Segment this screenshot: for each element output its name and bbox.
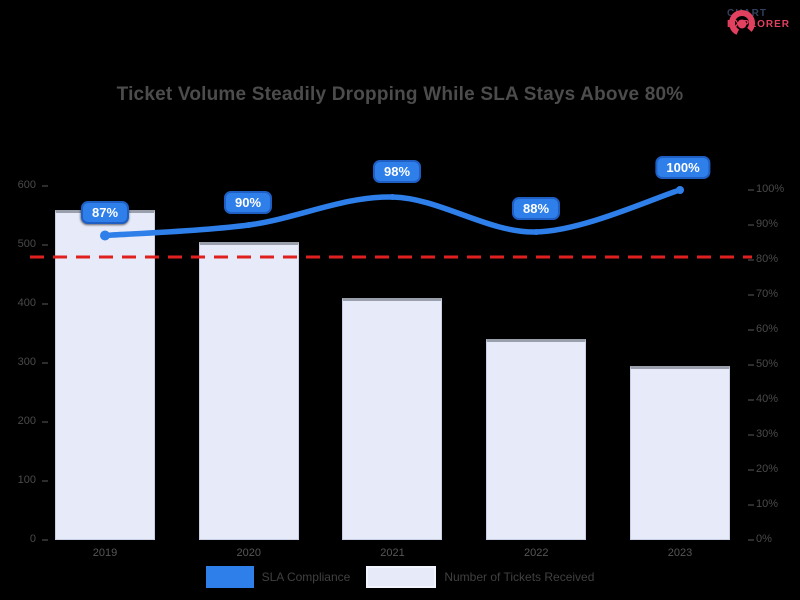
right-axis-tick: 30% xyxy=(756,428,779,440)
right-axis-tick: 10% xyxy=(756,498,779,510)
bar-2020[interactable] xyxy=(199,242,299,540)
line-point-markers xyxy=(100,186,684,241)
left-axis-tick: 200 xyxy=(17,415,36,427)
x-axis-label: 2022 xyxy=(524,547,549,559)
data-label-badge: 90% xyxy=(223,191,273,214)
donut-ring-icon xyxy=(728,10,755,36)
legend-label: SLA Compliance xyxy=(261,570,351,584)
right-axis-tick: 70% xyxy=(756,288,779,300)
bar-2023[interactable] xyxy=(630,366,730,540)
chart-title: Ticket Volume Steadily Dropping While SL… xyxy=(116,84,684,105)
bar-2021[interactable] xyxy=(342,298,442,540)
right-axis-tick: 40% xyxy=(756,393,779,405)
right-axis-tick: 90% xyxy=(756,218,779,230)
right-axis-tick: 60% xyxy=(756,323,779,335)
data-label-badge: 88% xyxy=(511,197,561,220)
legend-item-tickets-received[interactable]: Number of Tickets Received xyxy=(366,566,594,588)
x-axis-label: 2019 xyxy=(92,547,118,559)
x-axis-label: 2021 xyxy=(380,547,405,559)
left-axis-tick: 500 xyxy=(17,238,36,250)
legend-swatch-line xyxy=(205,566,254,588)
right-axis-tick: 0% xyxy=(756,533,772,545)
left-axis-tick: 600 xyxy=(17,179,36,191)
right-axis-tick: 100% xyxy=(756,183,785,195)
legend-swatch-bar xyxy=(366,566,437,588)
right-axis-tick: 20% xyxy=(756,463,779,475)
axis-tick-marks xyxy=(42,185,754,541)
left-axis-tick: 400 xyxy=(17,297,36,309)
bar-2022[interactable] xyxy=(486,339,586,540)
data-label-badge: 98% xyxy=(372,160,422,183)
legend: SLA Compliance Number of Tickets Receive… xyxy=(0,566,800,588)
right-axis-tick: 80% xyxy=(756,253,779,265)
x-axis-label: 2020 xyxy=(236,547,261,559)
bar-2019[interactable] xyxy=(55,210,155,540)
left-axis-tick: 300 xyxy=(17,356,36,368)
right-axis-tick: 50% xyxy=(756,358,779,370)
left-axis-tick: 0 xyxy=(29,533,36,545)
brand-logo[interactable]: CHART EXPLORER xyxy=(726,8,790,36)
logo-text-line2: EXPLORER xyxy=(726,19,790,30)
legend-item-sla-compliance[interactable]: SLA Compliance xyxy=(205,566,351,588)
legend-label: Number of Tickets Received xyxy=(444,570,595,584)
left-axis-tick: 100 xyxy=(17,474,36,486)
data-label-badge: 100% xyxy=(655,156,711,179)
data-label-badge: 87% xyxy=(80,201,130,224)
x-axis-label: 2023 xyxy=(667,547,693,559)
